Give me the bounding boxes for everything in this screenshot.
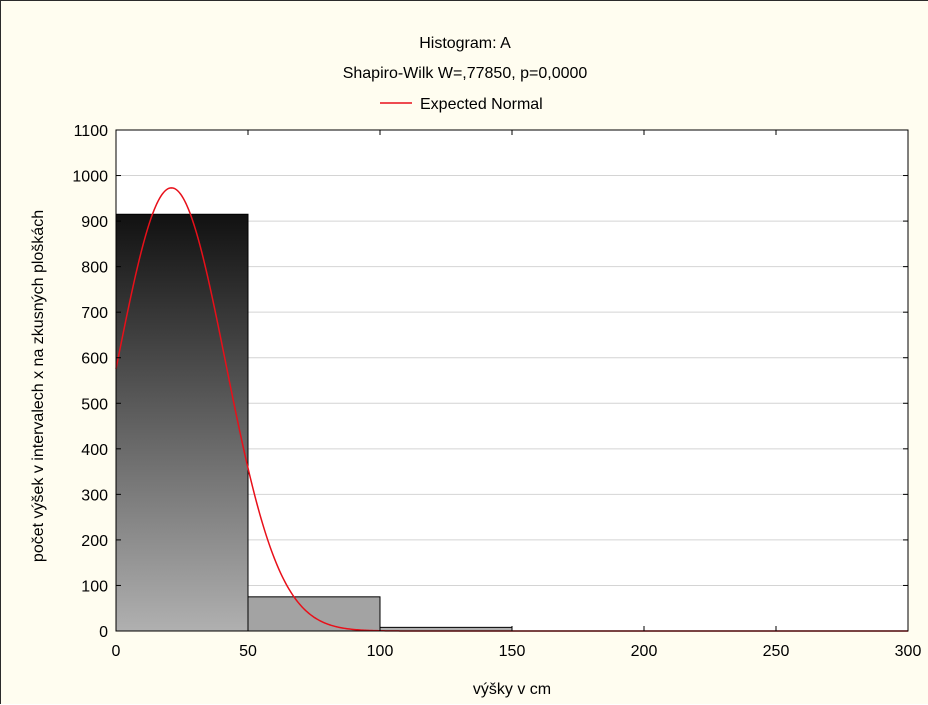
x-tick-label: 100 [367, 643, 394, 660]
y-tick-label: 0 [99, 624, 108, 641]
y-tick-label: 100 [81, 578, 108, 595]
histogram-bar [247, 596, 381, 632]
y-tick-label: 200 [81, 533, 108, 550]
x-tick-label: 200 [631, 643, 658, 660]
y-axis-label: počet výšek v intervalech x na zkusných … [30, 210, 47, 562]
y-tick-label: 300 [81, 487, 108, 504]
y-tick-label: 400 [81, 442, 108, 459]
y-tick-label: 900 [81, 214, 108, 231]
x-tick-label: 300 [895, 643, 922, 660]
y-tick-label: 1000 [72, 169, 108, 186]
chart-subtitle: Shapiro-Wilk W=,77850, p=0,0000 [343, 65, 588, 82]
y-tick-label: 800 [81, 260, 108, 277]
x-tick-label: 250 [763, 643, 790, 660]
histogram-bar [115, 213, 249, 632]
x-axis-ticks: 0 50 100 150 200 250 300 [112, 130, 922, 660]
histogram-bars [115, 213, 513, 632]
x-tick-label: 0 [112, 643, 121, 660]
y-tick-label: 1100 [74, 123, 109, 140]
y-tick-label: 600 [81, 351, 108, 368]
y-axis-ticks: 0 100 200 300 400 500 600 700 800 900 1000 1100 [72, 123, 908, 641]
y-tick-label: 500 [81, 396, 108, 413]
legend-label: Expected Normal [420, 96, 543, 113]
x-tick-label: 150 [499, 643, 526, 660]
chart-title: Histogram: A [419, 35, 511, 52]
x-axis-label: výšky v cm [473, 681, 551, 698]
x-tick-label: 50 [239, 643, 257, 660]
y-tick-label: 700 [81, 305, 108, 322]
